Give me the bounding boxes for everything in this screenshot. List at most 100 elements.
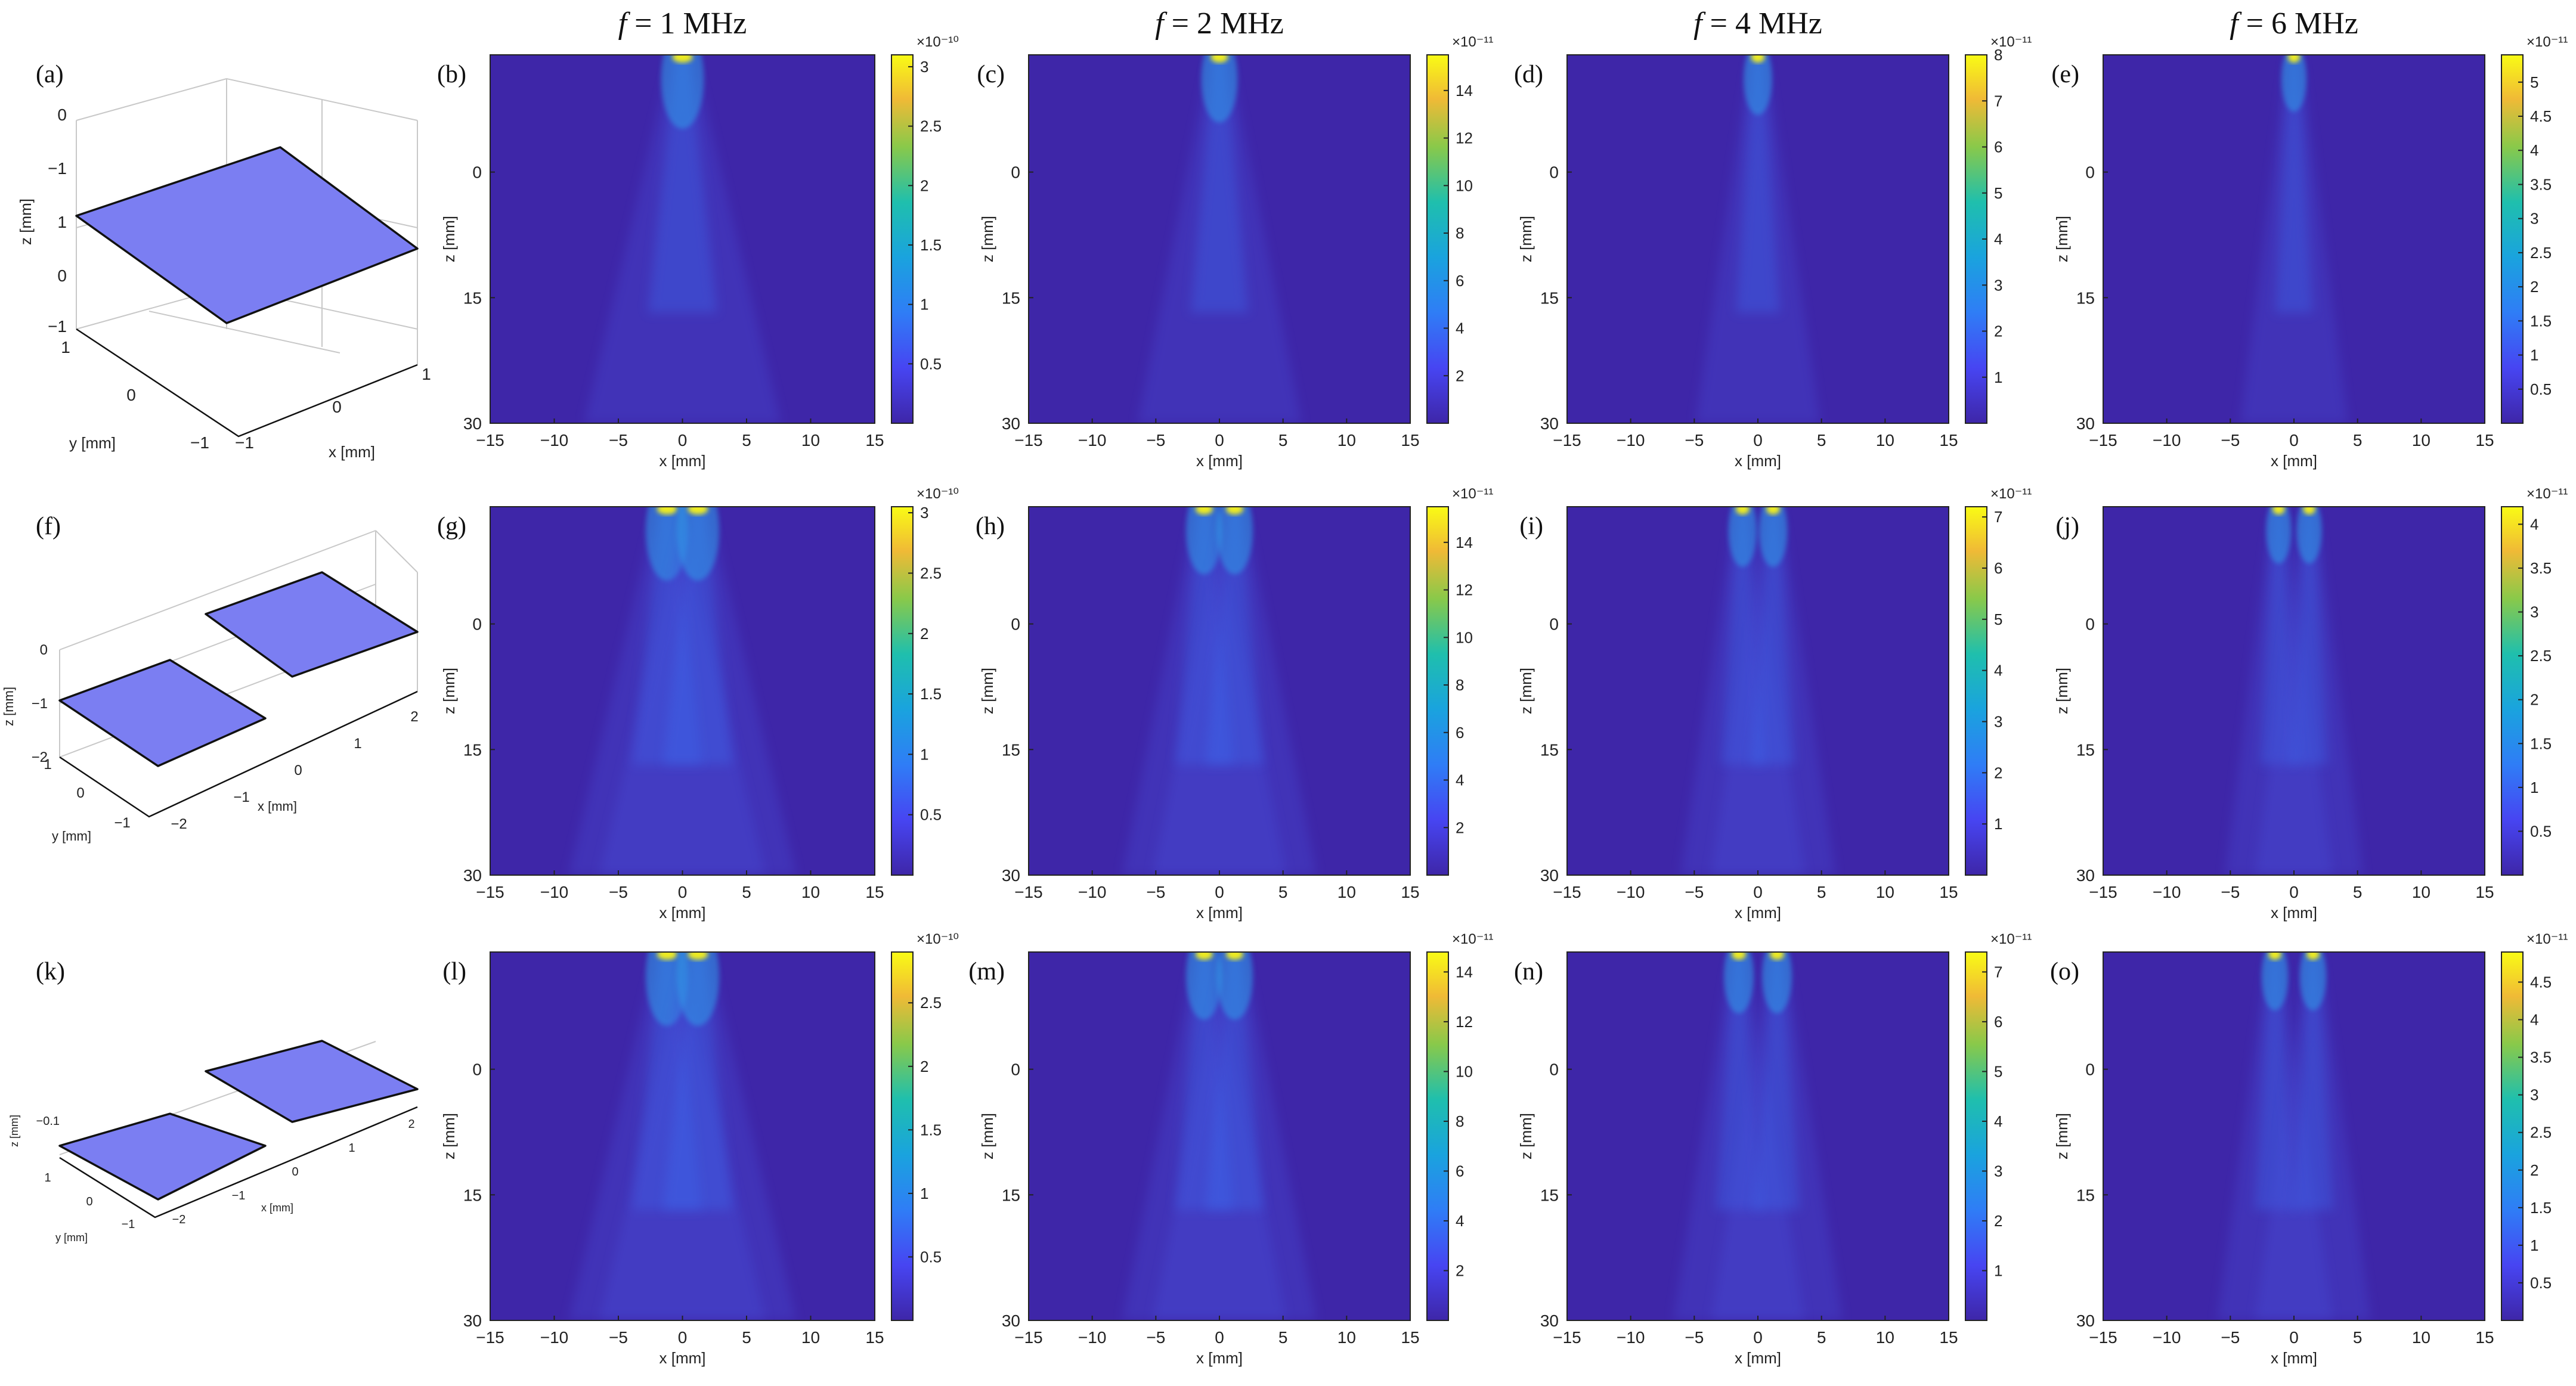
z-tick-label: 0 <box>472 615 482 634</box>
colorbar-multiplier: ×10⁻¹¹ <box>1452 34 1493 50</box>
geom-y-tick: 0 <box>126 386 136 404</box>
colorbar-multiplier: ×10⁻¹¹ <box>2527 931 2568 947</box>
x-tick-label: 5 <box>1817 883 1826 901</box>
x-tick-label: 5 <box>2353 883 2363 901</box>
x-tick-label: 10 <box>2412 1328 2431 1347</box>
beam-core <box>663 952 733 1210</box>
axis-lines <box>59 1106 418 1218</box>
z-tick-label: 30 <box>2076 866 2095 885</box>
x-tick-label: −5 <box>1685 431 1704 449</box>
heatmap-panel: (b) −15 −10 −5 0 5 10 15 x [mm] 0 15 30 z [mm] ×10⁻¹⁰… <box>437 34 959 470</box>
colorbar-tick-label: 0.5 <box>920 1248 942 1266</box>
near-field <box>1758 507 1788 567</box>
panel-label: (b) <box>437 61 466 88</box>
x-tick-label: 10 <box>1337 1328 1356 1347</box>
colorbar-tick-label: 2 <box>2530 691 2538 709</box>
geom-z-tick: 0 <box>57 106 67 124</box>
source-hotspot <box>2306 952 2320 960</box>
x-tick-label: 0 <box>1215 883 1224 901</box>
colorbar <box>2501 506 2524 876</box>
near-field <box>2296 507 2322 564</box>
geom-y-tick: 1 <box>44 1171 51 1185</box>
z-tick-label: 15 <box>1002 740 1020 759</box>
colorbar-multiplier: ×10⁻¹¹ <box>1452 931 1493 947</box>
geom-x-label: x [mm] <box>329 443 375 461</box>
colorbar-tick-label: 8 <box>1994 46 2002 64</box>
column-title-value: = 6 MHz <box>2238 7 2358 41</box>
x-tick-label: 15 <box>2475 883 2494 901</box>
geom-y-tick: −1 <box>114 815 130 831</box>
z-axis-label: z [mm] <box>979 668 996 714</box>
z-axis-label: z [mm] <box>1517 1113 1535 1159</box>
z-tick-label: 0 <box>1549 1061 1559 1079</box>
colorbar-tick-label: 4 <box>2530 515 2538 533</box>
geometry-inset: (f) 0 −1 −2 z [mm] −2 −1 0 1 2 x [mm] 1 0 −1 y [mm] <box>1 513 419 844</box>
geom-z-tick: 0 <box>57 266 67 285</box>
column-title-value: = 2 MHz <box>1164 7 1284 41</box>
panel-label: (o) <box>2050 958 2079 985</box>
colorbar-multiplier: ×10⁻¹¹ <box>1990 486 2032 502</box>
colorbar-tick-label: 3.5 <box>2530 1049 2552 1066</box>
colorbar-tick-label: 0.5 <box>2530 822 2552 840</box>
x-axis-label: x [mm] <box>660 452 706 470</box>
box-edge <box>375 530 418 573</box>
geometry-label: (k) <box>36 958 65 985</box>
z-tick-label: 0 <box>1549 163 1559 182</box>
source-hotspot <box>1751 55 1765 63</box>
colorbar-tick-label: 6 <box>1994 559 2002 577</box>
x-axis-label: x [mm] <box>660 1349 706 1367</box>
x-tick-label: 5 <box>1278 431 1288 449</box>
z-tick-label: 0 <box>2085 1061 2095 1079</box>
colorbar-tick-label: 1 <box>1994 815 2002 833</box>
x-tick-label: 15 <box>2475 1328 2494 1347</box>
colorbar <box>1426 506 1449 876</box>
colorbar-tick-label: 4 <box>1994 1112 2002 1130</box>
colorbar-tick-label: 2.5 <box>2530 647 2552 665</box>
x-tick-label: −10 <box>540 1328 569 1347</box>
geom-x-tick: −1 <box>233 789 249 805</box>
column-title: f = 2 MHz <box>1155 7 1284 41</box>
z-tick-label: 30 <box>1540 1311 1559 1330</box>
electrode-plate <box>205 1040 419 1123</box>
column-title: f = 4 MHz <box>1693 7 1822 41</box>
colorbar-tick-label: 1.5 <box>2530 1199 2552 1217</box>
panel-label: (l) <box>442 958 466 985</box>
x-tick-label: 0 <box>678 431 688 449</box>
colorbar-tick-label: 2 <box>1994 323 2002 340</box>
colorbar-tick-label: 2.5 <box>2530 1124 2552 1142</box>
x-axis-label: x [mm] <box>2271 452 2317 470</box>
geom-x-tick: 1 <box>422 365 431 383</box>
z-tick-label: 30 <box>463 414 482 433</box>
colorbar-multiplier: ×10⁻¹⁰ <box>917 486 959 502</box>
x-tick-label: 0 <box>678 1328 688 1347</box>
x-tick-label: −15 <box>1553 431 1581 449</box>
z-axis-label: z [mm] <box>440 216 458 262</box>
geom-x-tick: −1 <box>232 1189 246 1202</box>
z-tick-label: 0 <box>472 163 482 182</box>
z-tick-label: 30 <box>1540 414 1559 433</box>
x-tick-label: −5 <box>1146 431 1165 449</box>
x-tick-label: 10 <box>2412 431 2431 449</box>
x-tick-label: 10 <box>1876 431 1894 449</box>
colorbar-tick-label: 1 <box>920 1185 928 1202</box>
geom-y-tick: 1 <box>44 756 51 773</box>
x-tick-label: −10 <box>2153 883 2181 901</box>
colorbar-tick-label: 3 <box>1994 276 2002 294</box>
near-field <box>676 507 720 581</box>
source-hotspot <box>1226 952 1244 960</box>
geom-z-tick: −1 <box>48 159 67 178</box>
colorbar-tick-label: 1.5 <box>2530 312 2552 330</box>
z-tick-label: 0 <box>1011 615 1020 634</box>
source-hotspot <box>1195 507 1213 514</box>
x-tick-label: −5 <box>609 1328 628 1347</box>
z-axis-label: z [mm] <box>979 1113 996 1159</box>
x-tick-label: −15 <box>2089 1328 2117 1347</box>
beam-core <box>2293 952 2333 1210</box>
z-axis-label: z [mm] <box>440 1113 458 1159</box>
colorbar-tick-label: 2.5 <box>920 564 942 582</box>
electrode-plate <box>205 571 419 678</box>
geom-z-tick: −1 <box>32 696 48 712</box>
